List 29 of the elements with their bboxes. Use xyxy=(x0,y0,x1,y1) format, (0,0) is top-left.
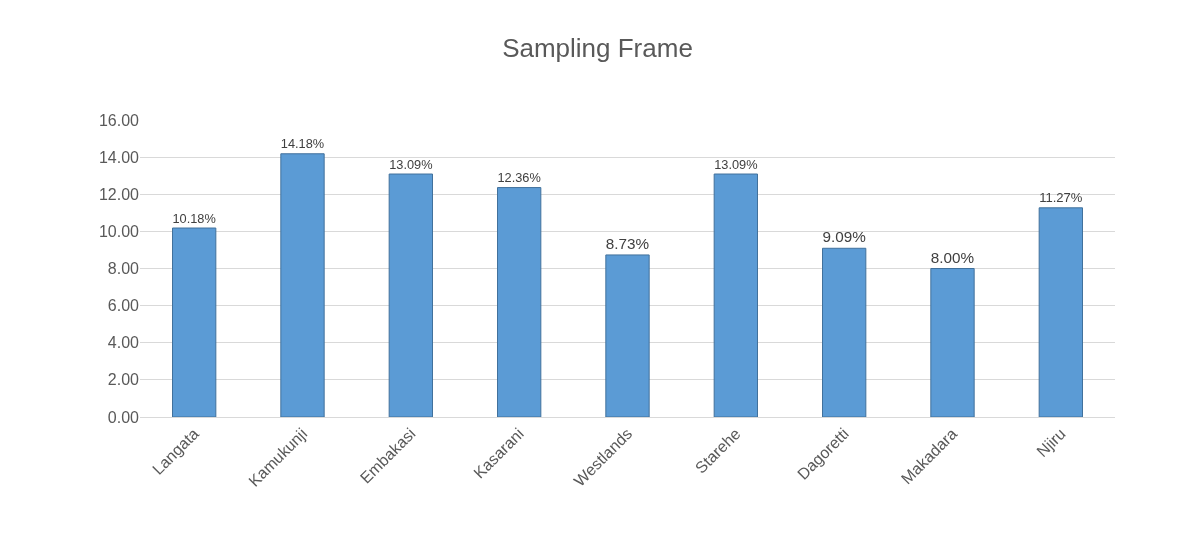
bar xyxy=(172,227,217,417)
bar xyxy=(605,254,650,417)
data-label: 8.00% xyxy=(930,248,975,266)
y-tick-label: 10.00 xyxy=(98,222,140,240)
data-label: 10.18% xyxy=(172,210,216,226)
data-label: 14.18% xyxy=(280,136,325,152)
y-tick-label: 2.00 xyxy=(107,371,140,389)
bar xyxy=(1038,207,1083,417)
data-label: 13.09% xyxy=(714,156,758,172)
x-tick-label: Njiru xyxy=(1033,424,1069,461)
y-tick-label: 4.00 xyxy=(107,334,140,352)
data-label: 11.27% xyxy=(1039,190,1083,206)
bar xyxy=(388,173,433,417)
y-tick-label: 14.00 xyxy=(98,148,140,166)
data-label: 8.73% xyxy=(605,235,650,253)
bar xyxy=(280,153,325,417)
y-tick-label: 12.00 xyxy=(98,185,140,203)
bar xyxy=(822,247,867,417)
y-tick-label: 16.00 xyxy=(98,111,140,129)
data-label: 12.36% xyxy=(497,170,541,186)
bar xyxy=(930,268,975,417)
bar xyxy=(497,187,542,417)
data-label: 13.09% xyxy=(389,156,433,172)
data-label: 9.09% xyxy=(822,228,867,246)
bar xyxy=(713,173,758,417)
y-tick-label: 8.00 xyxy=(107,260,140,278)
y-tick-label: 0.00 xyxy=(107,408,140,426)
y-tick-label: 6.00 xyxy=(107,297,140,315)
chart-title: Sampling Frame xyxy=(502,32,693,63)
